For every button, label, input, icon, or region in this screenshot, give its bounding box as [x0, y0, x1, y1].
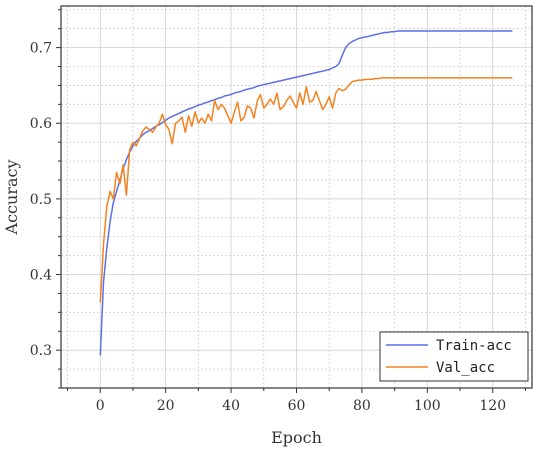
y-tick-label: 0.6: [30, 116, 52, 132]
x-tick-label: 80: [353, 398, 371, 414]
x-axis-label: Epoch: [271, 428, 322, 447]
y-tick-label: 0.7: [30, 41, 52, 57]
series-line-val-acc: [99, 77, 513, 303]
x-tick-label: 60: [288, 398, 306, 414]
y-tick-label: 0.3: [30, 343, 52, 359]
x-tick-label: 0: [96, 398, 105, 414]
series-line-train-acc: [99, 30, 513, 356]
legend-label-train-acc: Train-acc: [436, 338, 512, 354]
x-tick-label: 120: [479, 398, 506, 414]
y-tick-label: 0.5: [30, 192, 52, 208]
grid-lines: [61, 6, 532, 389]
x-tick-label: 20: [157, 398, 175, 414]
y-axis-label: Accuracy: [2, 160, 21, 236]
legend-box: [379, 331, 529, 382]
axis-ticks: 0 20 40 60 80 100 120 0.3 0.4 0.5 0.6 0.7: [30, 9, 526, 414]
x-tick-label: 40: [222, 398, 240, 414]
legend: Train-acc Val_acc: [379, 331, 529, 382]
series-lines: [99, 30, 513, 356]
x-tick-label: 100: [414, 398, 441, 414]
legend-label-val-acc: Val_acc: [436, 360, 495, 376]
y-tick-label: 0.4: [30, 268, 52, 284]
